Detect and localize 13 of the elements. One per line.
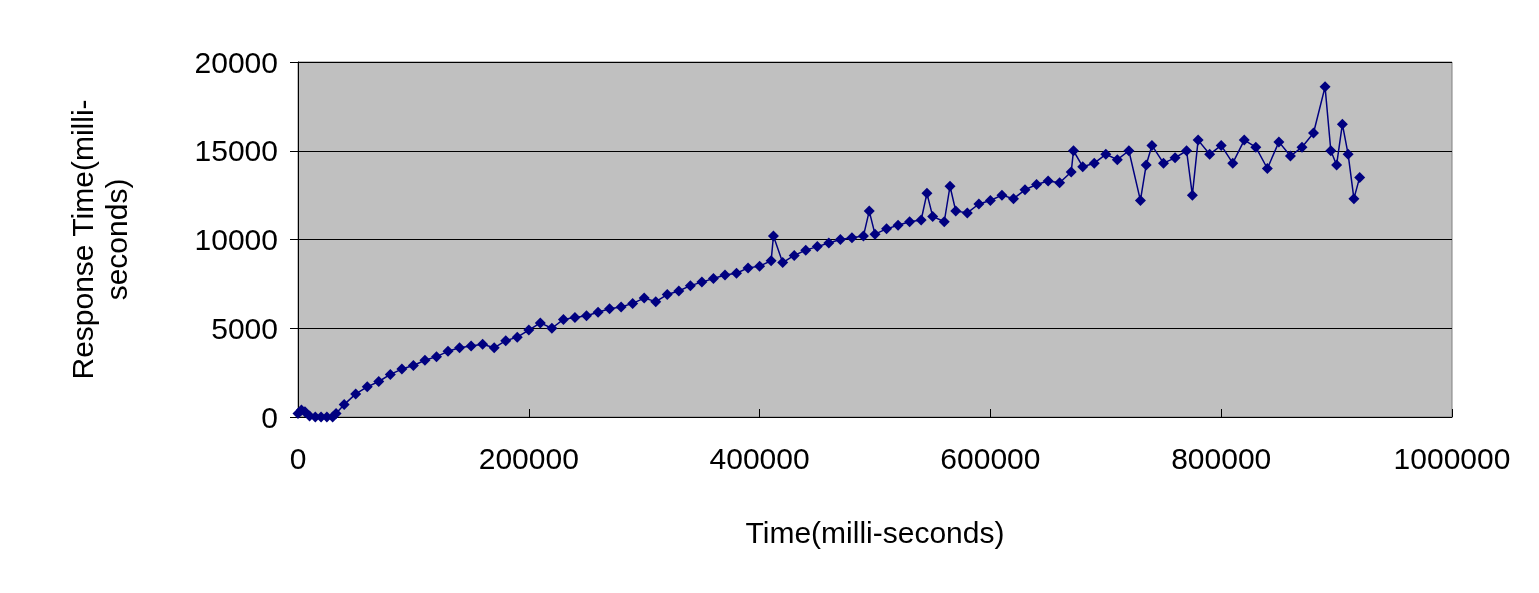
- y-tick-label: 15000: [194, 134, 278, 168]
- y-axis-title: Response Time(milli- seconds): [65, 99, 133, 380]
- y-tick-label: 20000: [194, 45, 278, 79]
- y-tick-label: 0: [261, 400, 278, 434]
- y-tick-label: 5000: [211, 311, 278, 345]
- x-tick-label: 0: [289, 441, 307, 475]
- x-axis-title: Time(milli-seconds): [745, 515, 1005, 549]
- x-tick-label: 600000: [940, 441, 1041, 475]
- x-tick-label: 800000: [1171, 441, 1272, 475]
- x-tick-label: 400000: [709, 441, 810, 475]
- y-tick-label: 10000: [194, 223, 278, 256]
- x-tick-label: 200000: [478, 441, 579, 475]
- x-tick-label: 1000000: [1393, 441, 1511, 475]
